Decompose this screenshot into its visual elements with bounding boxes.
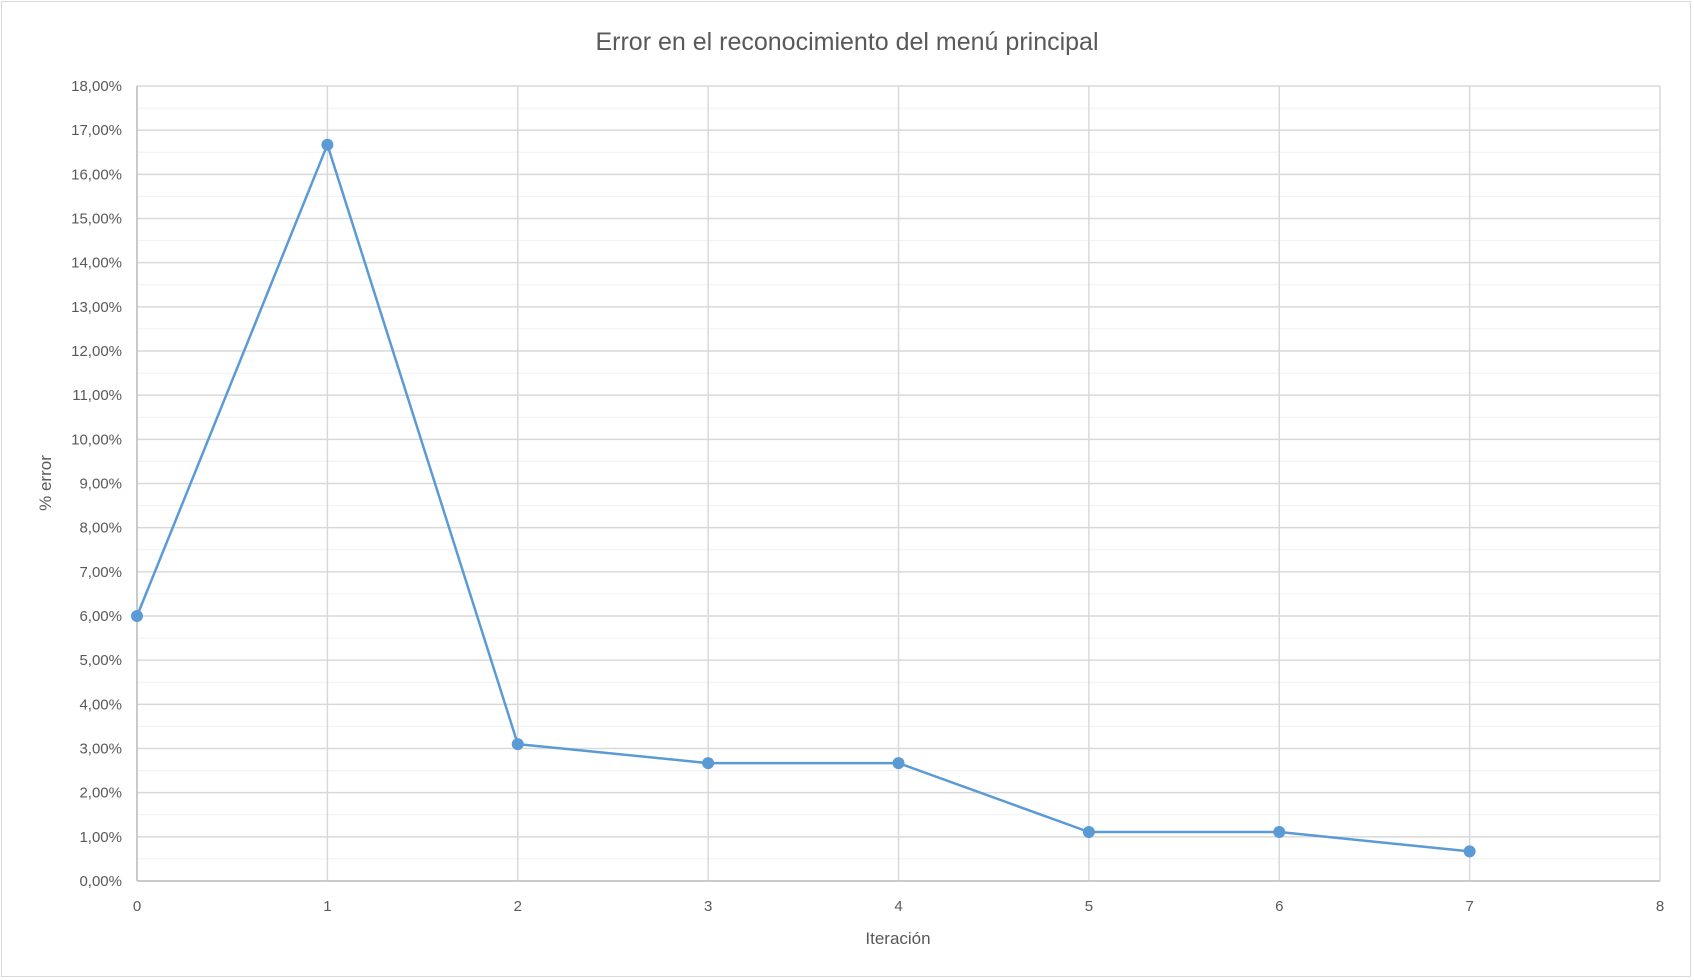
y-tick-label: 10,00% xyxy=(71,431,122,448)
y-tick-label: 1,00% xyxy=(79,829,122,846)
x-tick-label: 7 xyxy=(1465,898,1473,915)
y-tick-label: 0,00% xyxy=(79,873,122,890)
data-point xyxy=(702,757,715,770)
y-tick-label: 18,00% xyxy=(71,78,122,95)
x-tick-label: 3 xyxy=(704,898,712,915)
x-tick-label: 6 xyxy=(1275,898,1283,915)
series xyxy=(131,138,1476,858)
data-point xyxy=(1273,825,1286,838)
y-tick-label: 7,00% xyxy=(79,564,122,581)
x-tick-label: 1 xyxy=(323,898,331,915)
y-tick-label: 9,00% xyxy=(79,476,122,493)
data-point xyxy=(511,738,524,751)
x-tick-labels: 0 1 2 3 4 5 6 7 8 xyxy=(133,898,1664,915)
x-axis-label: Iteración xyxy=(865,929,930,948)
x-tick-label: 5 xyxy=(1085,898,1093,915)
y-tick-label: 4,00% xyxy=(79,696,122,713)
x-tick-label: 4 xyxy=(894,898,902,915)
data-point xyxy=(1463,845,1476,858)
data-point xyxy=(321,138,334,151)
data-point xyxy=(1082,825,1095,838)
chart-title: Error en el reconocimiento del menú prin… xyxy=(595,28,1098,56)
axes xyxy=(136,86,1660,882)
y-tick-label: 6,00% xyxy=(79,608,122,625)
data-point xyxy=(131,610,143,622)
y-tick-label: 5,00% xyxy=(79,652,122,669)
y-tick-label: 14,00% xyxy=(71,255,122,272)
y-tick-label: 16,00% xyxy=(71,166,122,183)
x-tick-label: 8 xyxy=(1656,898,1664,915)
y-axis-label: % error xyxy=(36,455,55,511)
y-tick-label: 2,00% xyxy=(79,785,122,802)
y-tick-labels: 0,00% 1,00% 2,00% 3,00% 4,00% 5,00% 6,00% 7,00%… xyxy=(71,78,122,890)
y-tick-label: 12,00% xyxy=(71,343,122,360)
data-point xyxy=(892,757,905,770)
series-line xyxy=(135,143,1470,853)
x-tick-label: 2 xyxy=(514,898,522,915)
x-tick-label: 0 xyxy=(133,898,141,915)
y-tick-label: 8,00% xyxy=(79,520,122,537)
y-tick-label: 11,00% xyxy=(72,387,122,404)
y-tick-label: 3,00% xyxy=(79,741,122,758)
y-tick-label: 13,00% xyxy=(71,299,122,316)
y-tick-label: 15,00% xyxy=(71,211,122,228)
y-tick-label: 17,00% xyxy=(71,122,122,139)
